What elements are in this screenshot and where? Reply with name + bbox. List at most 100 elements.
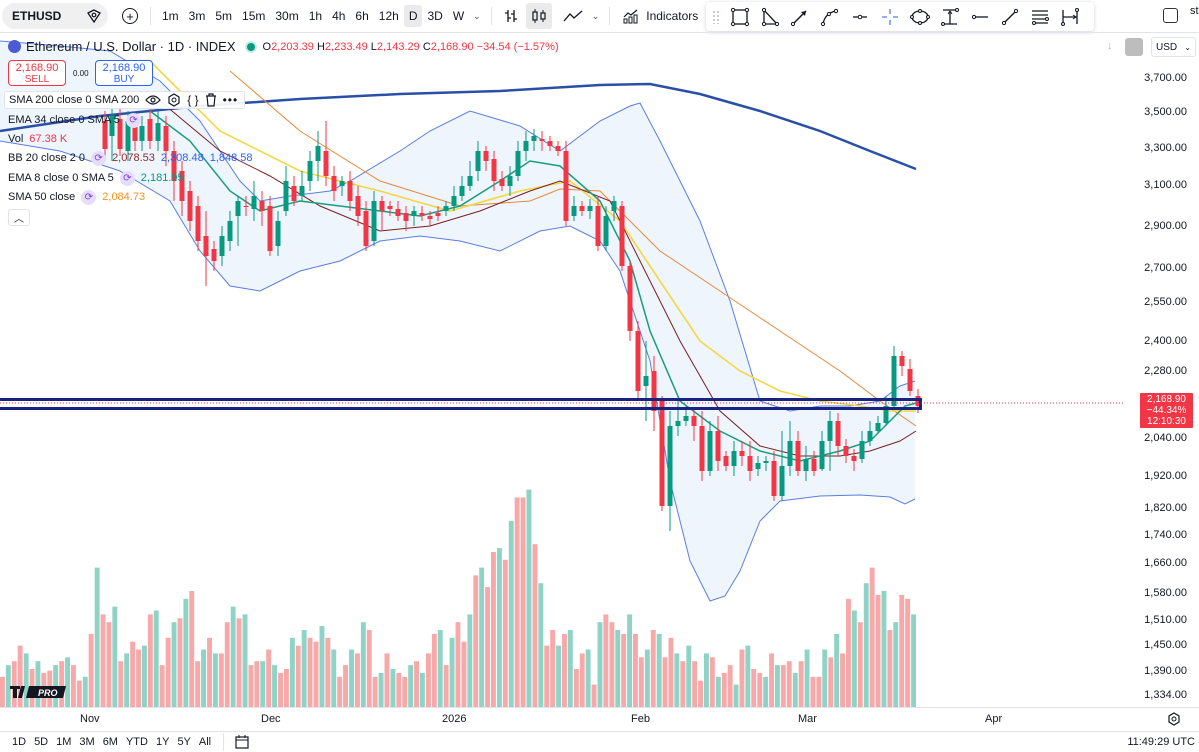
indicator-sma200-row[interactable]: SMA 200 close 0 SMA 200 { } ••• — [4, 91, 246, 109]
more-icon[interactable]: ••• — [222, 93, 239, 107]
price-tick: 3,300.00 — [1144, 142, 1187, 154]
currency-select[interactable]: USD ⌄ — [1151, 37, 1196, 57]
timeframe-4h[interactable]: 4h — [332, 9, 346, 23]
legend-title[interactable]: Ethereum / U.S. Dollar · 1D · INDEX — [26, 39, 236, 54]
range-5d[interactable]: 5D — [34, 736, 49, 748]
indicator-ema34-row[interactable]: EMA 34 close 0 SMA 5 ⟳ — [4, 111, 141, 129]
range-1y[interactable]: 1Y — [155, 736, 170, 748]
horizontal-line-icon[interactable] — [966, 5, 994, 29]
collapse-legend-button[interactable]: ︿ — [8, 209, 30, 226]
curve-icon[interactable] — [816, 5, 844, 29]
timeframe-3D[interactable]: 3D — [427, 9, 443, 23]
trend-line-icon[interactable] — [996, 5, 1024, 29]
indicator-ema8-row[interactable]: EMA 8 close 0 SMA 5 ⟳ 2,181.95 — [4, 169, 184, 187]
price-tick: 1,820.00 — [1144, 502, 1187, 514]
indicator-vol-row[interactable]: Vol 67.38 K — [4, 130, 67, 148]
svg-text:PRO: PRO — [38, 688, 58, 698]
price-tick: 2,040.00 — [1144, 432, 1187, 444]
bottom-toolbar: 1D 5D 1M 3M 6M YTD 1Y 5Y All 11:49:29 UTC — [0, 731, 1199, 752]
date-range-list: 1D 5D 1M 3M 6M YTD 1Y 5Y All — [8, 736, 215, 748]
goto-date-calendar-icon[interactable] — [234, 735, 250, 749]
buy-button[interactable]: 2,168.90 BUY — [95, 60, 153, 86]
chart-type-dropdown-icon[interactable]: ⌄ — [591, 10, 600, 21]
arrow-icon[interactable] — [786, 5, 814, 29]
source-code-icon[interactable]: { } — [187, 93, 199, 107]
fullscreen-checkbox-icon[interactable] — [1163, 8, 1178, 23]
drawing-toolbar — [706, 2, 1094, 31]
ellipse-icon[interactable] — [906, 5, 934, 29]
timeframe-W[interactable]: W — [452, 9, 465, 23]
price-tick: 3,700.00 — [1144, 72, 1187, 84]
range-ytd[interactable]: YTD — [125, 736, 148, 748]
timeframe-dropdown-icon[interactable]: ⌄ — [473, 10, 481, 21]
timeframe-1h[interactable]: 1h — [308, 9, 323, 23]
symbol-label: ETHUSD — [12, 9, 62, 23]
indicator-value: 2,078.53 — [112, 152, 155, 164]
price-chart-pane[interactable] — [0, 32, 1123, 707]
candlestick-plot[interactable] — [0, 33, 1123, 707]
sell-button[interactable]: 2,168.90 SELL — [8, 60, 66, 86]
settings-icon[interactable] — [167, 93, 181, 107]
compare-icon[interactable] — [86, 9, 102, 23]
indicator-bb-row[interactable]: BB 20 close 2 0 ⟳ 2,078.53 2,308.48 1,84… — [4, 149, 253, 167]
price-tick: 2,280.00 — [1144, 365, 1187, 377]
delete-icon[interactable] — [205, 93, 217, 107]
loading-icon: ⟳ — [81, 189, 97, 205]
loading-icon: ⟳ — [125, 112, 141, 128]
price-range-icon[interactable] — [936, 5, 964, 29]
range-3m[interactable]: 3M — [79, 736, 95, 748]
timeframe-6h[interactable]: 6h — [355, 9, 369, 23]
scroll-down-arrow-icon[interactable]: ↓ — [1107, 40, 1113, 52]
timeframe-1m[interactable]: 1m — [162, 9, 179, 23]
indicators-button[interactable]: Indicators — [616, 8, 704, 24]
range-all[interactable]: All — [198, 736, 212, 748]
auto-scale-button[interactable] — [1125, 38, 1143, 56]
time-axis[interactable]: Nov Dec 2026 Feb Mar Apr — [0, 707, 1199, 731]
rectangle-icon[interactable] — [726, 5, 754, 29]
last-price: 2,168.90 — [1147, 394, 1186, 405]
line-chart-icon[interactable] — [558, 3, 588, 29]
range-6m[interactable]: 6M — [102, 736, 118, 748]
range-1m[interactable]: 1M — [56, 736, 72, 748]
range-1d[interactable]: 1D — [12, 736, 27, 748]
timeframe-5m[interactable]: 5m — [215, 9, 233, 23]
timeframe-3m[interactable]: 3m — [188, 9, 206, 23]
crosshair-icon[interactable] — [876, 5, 904, 29]
symbol-search[interactable]: ETHUSD — [2, 3, 108, 29]
timeframe-30m[interactable]: 30m — [275, 9, 299, 23]
triangle-icon[interactable] — [756, 5, 784, 29]
indicator-sma50-row[interactable]: SMA 50 close ⟳ 2,084.73 — [4, 188, 145, 206]
last-price-tag: 2,168.90 −44.34% 12:10:30 — [1140, 393, 1193, 428]
price-tick: 2,900.00 — [1144, 220, 1187, 232]
time-tick: 2026 — [442, 713, 467, 725]
time-tick: Feb — [631, 713, 650, 725]
timeframe-D[interactable]: D — [403, 5, 423, 27]
timeframe-15m[interactable]: 15m — [242, 9, 266, 23]
indicator-value: 2,181.95 — [140, 172, 184, 184]
indicator-value: 2,084.73 — [102, 191, 146, 203]
settings-icon[interactable] — [1167, 712, 1181, 726]
bar-countdown: 12:10:30 — [1147, 416, 1186, 427]
timeframe-12h[interactable]: 12h — [378, 9, 399, 23]
price-axis[interactable]: 2,168.90 −44.34% 12:10:30 3,700.00 3,500.… — [1123, 32, 1199, 707]
parallel-channel-icon[interactable] — [1026, 5, 1054, 29]
currency-label: USD — [1156, 41, 1178, 53]
add-symbol-icon[interactable]: + — [122, 8, 138, 24]
range-5y[interactable]: 5Y — [177, 736, 191, 748]
horizontal-ray-icon[interactable] — [846, 5, 874, 29]
timeframe-list: 1m 3m 5m 15m 30m 1h 4h 6h 12h D 3D W — [157, 5, 469, 27]
time-tick: Apr — [985, 713, 1003, 725]
price-tick: 1,450.00 — [1144, 639, 1187, 651]
price-tick: 2,400.00 — [1144, 335, 1187, 347]
eye-icon[interactable] — [145, 94, 162, 106]
candle-style-icon[interactable] — [525, 3, 552, 29]
date-range-icon[interactable] — [1056, 5, 1084, 29]
drag-handle-icon[interactable] — [712, 9, 720, 24]
divider — [150, 7, 151, 25]
time-tick: Nov — [80, 713, 100, 725]
clock-utc[interactable]: 11:49:29 UTC — [1127, 736, 1195, 748]
indicator-value: 2,308.48 — [160, 152, 204, 164]
bar-style-icon[interactable] — [498, 3, 524, 29]
indicator-name: SMA 200 close 0 SMA 200 — [9, 94, 140, 106]
